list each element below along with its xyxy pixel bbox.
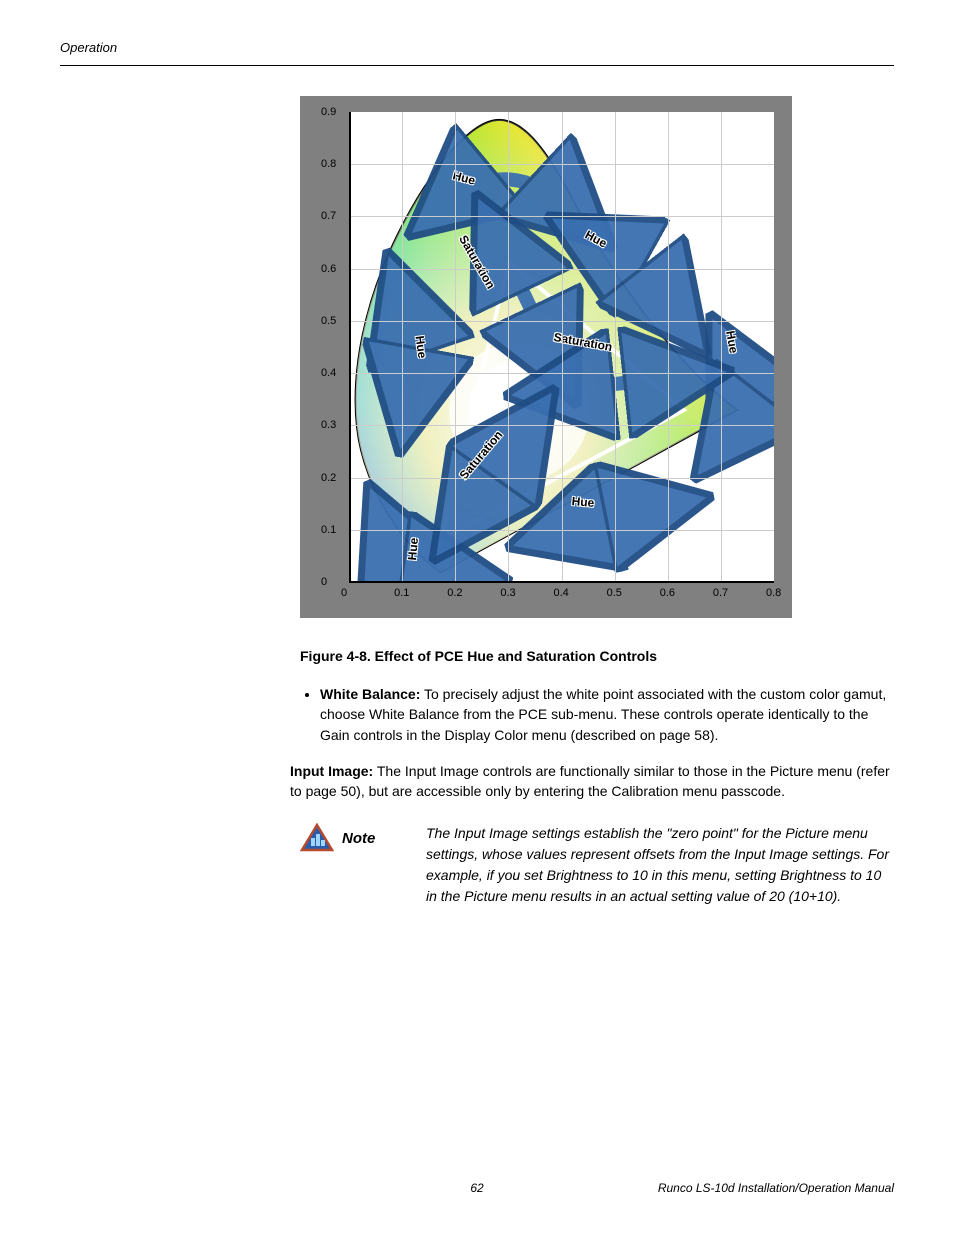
chart-arrow-label: Hue (571, 494, 595, 510)
y-tick-label: 0.4 (321, 367, 336, 379)
y-tick-label: 0.7 (321, 210, 336, 222)
x-tick-label: 0.4 (554, 587, 569, 599)
note-label: Note (342, 830, 375, 847)
y-tick-label: 0.9 (321, 106, 336, 118)
input-image-paragraph: Input Image: The Input Image controls ar… (290, 761, 894, 802)
y-tick-label: 0.8 (321, 158, 336, 170)
input-image-text: The Input Image controls are functionall… (290, 763, 890, 799)
y-tick-label: 0.6 (321, 263, 336, 275)
x-tick-label: 0.1 (394, 587, 409, 599)
y-tick-label: 0.3 (321, 419, 336, 431)
manual-title: Runco LS-10d Installation/Operation Manu… (658, 1181, 894, 1195)
page-number: 62 (470, 1181, 483, 1195)
white-balance-heading: White Balance: (320, 686, 420, 702)
x-tick-label: 0.5 (607, 587, 622, 599)
white-balance-bullet: White Balance: To precisely adjust the w… (300, 684, 894, 745)
note-block: Note The Input Image settings establish … (300, 823, 894, 907)
x-tick-label: 0.7 (713, 587, 728, 599)
x-tick-label: 0.3 (500, 587, 515, 599)
x-tick-label: 0.8 (766, 587, 781, 599)
section-header: Operation (60, 40, 894, 55)
y-tick-label: 0.1 (321, 524, 336, 536)
chart-arrow-label: Hue (405, 537, 421, 561)
header-rule (60, 65, 894, 66)
note-text: The Input Image settings establish the "… (426, 823, 894, 907)
y-tick-label: 0.2 (321, 472, 336, 484)
note-triangle-icon (300, 823, 334, 853)
x-tick-label: 0.2 (447, 587, 462, 599)
y-tick-label: 0 (321, 576, 327, 588)
x-tick-label: 0.6 (660, 587, 675, 599)
x-tick-label: 0 (341, 587, 347, 599)
page-footer: 62 Runco LS-10d Installation/Operation M… (60, 1181, 894, 1195)
chromaticity-chart: HueSaturationHueHueSaturationHueSaturati… (300, 96, 792, 618)
figure-caption: Figure 4-8. Effect of PCE Hue and Satura… (300, 648, 894, 664)
input-image-heading: Input Image: (290, 763, 373, 779)
y-tick-label: 0.5 (321, 315, 336, 327)
